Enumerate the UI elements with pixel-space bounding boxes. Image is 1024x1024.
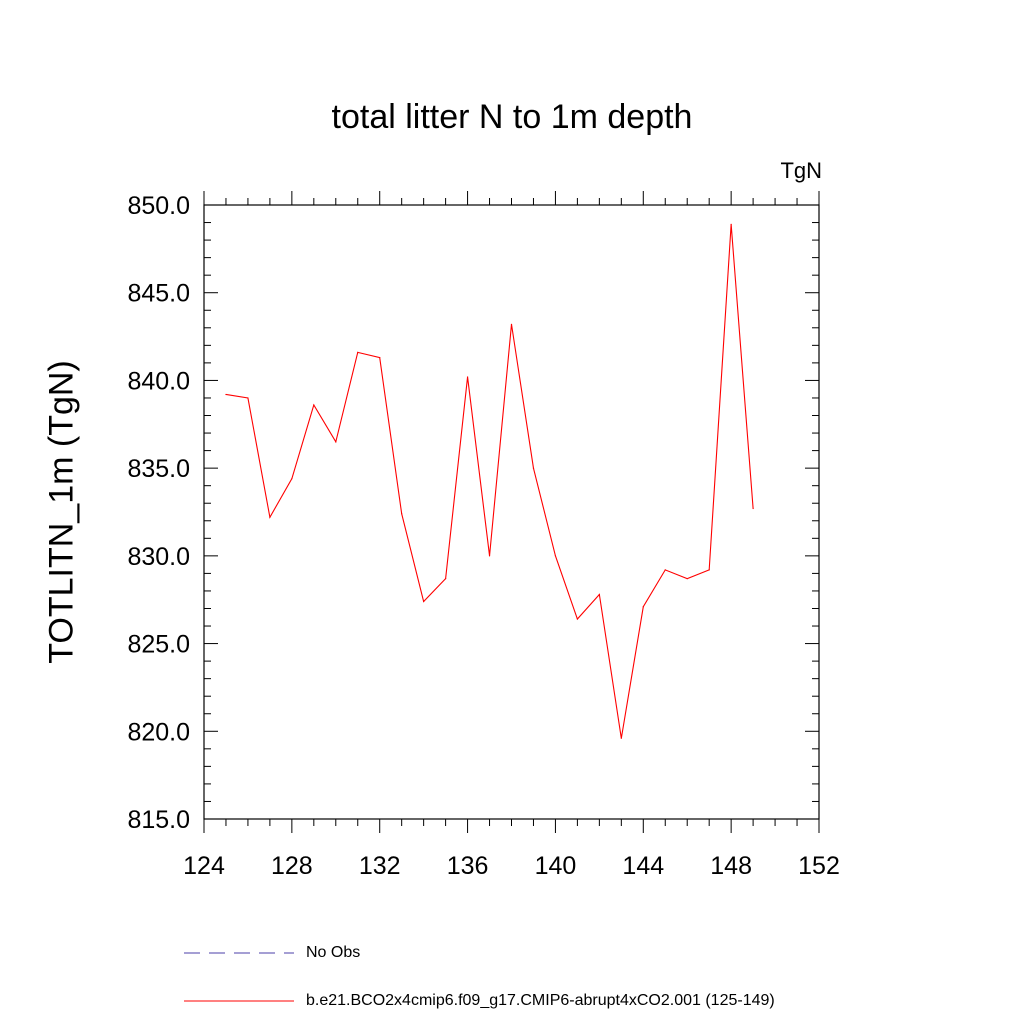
- data-point: [335, 441, 337, 443]
- x-tick-label: 152: [798, 852, 840, 880]
- data-point: [708, 569, 710, 571]
- legend-item-no-obs: No Obs: [184, 941, 360, 965]
- y-tick-label: 825.0: [127, 631, 190, 659]
- y-tick-label: 840.0: [127, 367, 190, 395]
- data-point: [532, 467, 535, 469]
- data-point: [620, 737, 622, 739]
- data-point: [225, 393, 227, 396]
- data-point: [379, 357, 381, 359]
- chart-title: total litter N to 1m depth: [331, 98, 693, 136]
- legend-label-model-run: b.e21.BCO2x4cmip6.f09_g17.CMIP6-abrupt4x…: [306, 992, 775, 1009]
- data-point: [423, 600, 425, 603]
- y-tick-label: 820.0: [127, 718, 190, 746]
- x-tick-label: 124: [183, 852, 225, 880]
- data-point: [510, 323, 513, 325]
- data-point: [752, 507, 754, 510]
- data-point: [642, 606, 644, 608]
- units-label: TgN: [780, 158, 822, 183]
- data-point: [554, 555, 557, 557]
- x-tick-label: 136: [447, 852, 489, 880]
- legend-swatch-no-obs: [184, 952, 294, 954]
- y-tick-label: 845.0: [127, 280, 190, 308]
- data-point: [664, 569, 666, 571]
- x-tick-label: 140: [535, 852, 577, 880]
- data-point: [313, 404, 315, 406]
- data-point: [466, 376, 469, 378]
- data-point: [598, 593, 600, 596]
- data-point: [488, 555, 491, 557]
- data-point: [445, 578, 447, 580]
- data-point: [247, 397, 249, 399]
- x-tick-label: 148: [710, 852, 752, 880]
- y-tick-label: 830.0: [127, 543, 190, 571]
- data-point: [401, 513, 403, 515]
- x-tick-label: 128: [271, 852, 313, 880]
- x-tick-label: 144: [622, 852, 664, 880]
- y-tick-label: 850.0: [127, 192, 190, 220]
- y-tick-label: 815.0: [127, 806, 190, 834]
- legend-label-no-obs: No Obs: [306, 944, 361, 961]
- y-tick-label: 835.0: [127, 455, 190, 483]
- data-point: [576, 618, 578, 620]
- data-point: [730, 223, 732, 225]
- legend-swatch-model-run: [184, 1000, 294, 1002]
- data-point: [357, 351, 359, 353]
- data-point: [269, 516, 271, 518]
- data-point: [291, 478, 293, 480]
- legend-item-model-run: b.e21.BCO2x4cmip6.f09_g17.CMIP6-abrupt4x…: [184, 989, 775, 1013]
- series-line-0: [225, 224, 754, 739]
- data-point: [686, 578, 688, 580]
- x-tick-label: 132: [359, 852, 401, 880]
